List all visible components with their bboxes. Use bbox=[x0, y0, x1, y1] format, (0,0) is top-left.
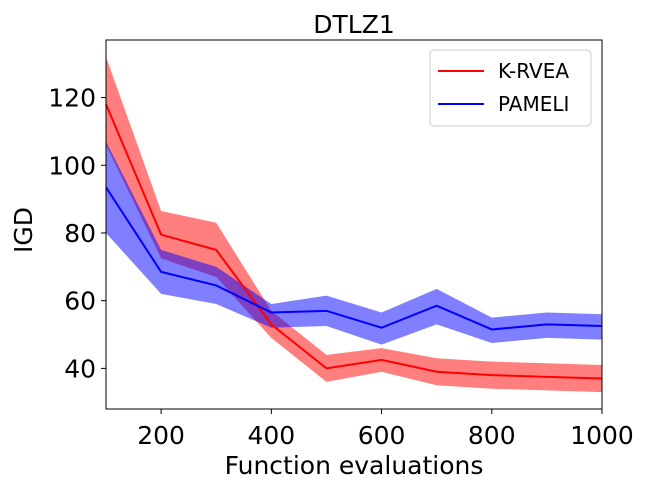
y-tick-label: 100 bbox=[48, 151, 96, 180]
x-tick-label: 400 bbox=[247, 421, 295, 450]
band-k-rvea bbox=[106, 56, 602, 393]
legend-label: PAMELI bbox=[498, 92, 569, 116]
series-lines bbox=[105, 103, 603, 380]
x-axis-label: Function evaluations bbox=[225, 451, 484, 480]
y-tick-label: 40 bbox=[64, 354, 96, 383]
y-tick-label: 60 bbox=[64, 287, 96, 316]
x-tick-label: 800 bbox=[468, 421, 516, 450]
plot-frame bbox=[105, 39, 603, 410]
legend: K-RVEA PAMELI bbox=[429, 49, 592, 127]
x-axis-ticks: 200 400 600 800 1000 bbox=[137, 409, 634, 450]
x-tick-label: 1000 bbox=[570, 421, 634, 450]
legend-label: K-RVEA bbox=[498, 59, 569, 83]
y-axis-label: IGD bbox=[9, 207, 38, 253]
confidence-bands bbox=[106, 56, 602, 393]
line-k-rvea bbox=[105, 103, 603, 380]
legend-box bbox=[429, 49, 592, 127]
band-pameli bbox=[106, 141, 602, 345]
y-axis-ticks: 40 60 80 100 120 bbox=[48, 84, 106, 383]
x-tick-label: 600 bbox=[358, 421, 406, 450]
y-tick-label: 80 bbox=[64, 219, 96, 248]
chart-title: DTLZ1 bbox=[313, 10, 394, 39]
y-tick-label: 120 bbox=[48, 84, 96, 113]
x-tick-label: 200 bbox=[137, 421, 185, 450]
line-pameli bbox=[105, 186, 603, 331]
